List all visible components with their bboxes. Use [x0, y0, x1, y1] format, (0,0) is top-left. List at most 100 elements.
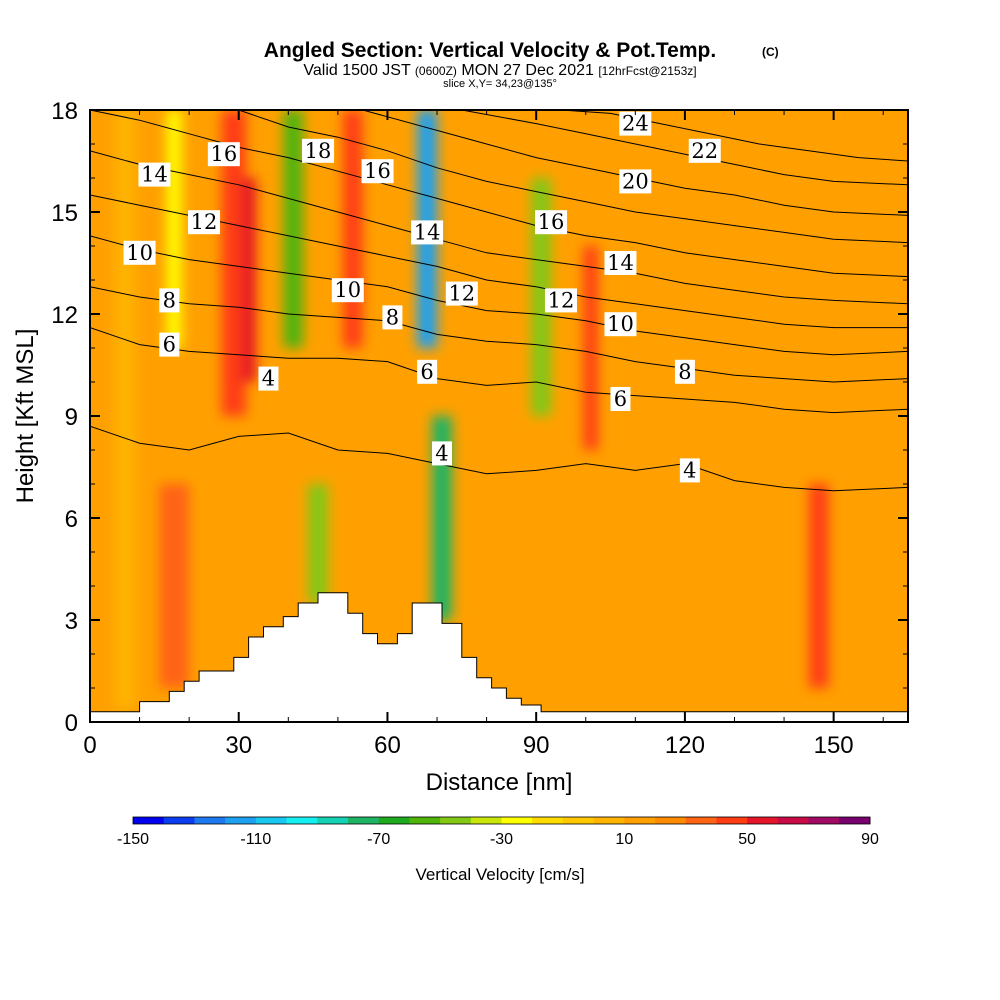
contour-label: 4 [683, 458, 696, 482]
colorbar-swatch [440, 817, 472, 824]
x-tick-label: 60 [374, 732, 401, 759]
colorbar-swatch [593, 817, 625, 824]
theta-contour [90, 286, 908, 383]
colorbar-swatch [685, 817, 717, 824]
colorbar-tick-label: -110 [240, 831, 271, 848]
velocity-band [808, 484, 829, 688]
contour-label-box [207, 142, 240, 167]
colorbar-frame [132, 816, 871, 825]
contour-label: 8 [163, 288, 176, 312]
colorbar-swatch [347, 817, 380, 824]
contour-label: 18 [305, 139, 332, 163]
y-tick-label: 6 [65, 506, 78, 533]
contour-label: 14 [414, 220, 441, 244]
theta-contour [90, 327, 908, 414]
terrain-fill [90, 592, 908, 722]
x-tick-label: 90 [523, 732, 550, 759]
contour-label-box [382, 305, 403, 330]
contour-label-box [674, 359, 695, 384]
colorbar: -150 -110 -70 -30 10 50 90 [117, 816, 879, 848]
colorbar-swatch [133, 817, 165, 824]
contour-label: 4 [262, 367, 275, 391]
contour-label-box [544, 288, 577, 313]
velocity-band [531, 178, 552, 416]
contour-label-box [159, 288, 180, 313]
contour-label: 10 [607, 312, 634, 336]
colorbar-swatch [163, 817, 195, 824]
colorbar-swatch [624, 817, 656, 824]
theta-contour [238, 110, 908, 244]
contour-label-box [619, 169, 652, 194]
velocity-band [583, 246, 599, 450]
subtitle-part: (0600Z) [415, 64, 457, 78]
contour-label-box [258, 366, 279, 391]
contour-label: 10 [126, 241, 153, 265]
contour-label-box [679, 458, 700, 483]
contour-label-box [159, 332, 180, 357]
contour-label: 6 [614, 387, 627, 411]
contour-label-box [445, 281, 478, 306]
x-axis: 0 30 60 90 120 150 [83, 110, 884, 759]
subtitle-part: MON 27 Dec 2021 [457, 62, 598, 79]
velocity-band [342, 110, 363, 348]
colorbar-swatch [378, 817, 410, 824]
colorbar-tick-label: -150 [117, 831, 149, 848]
theta-contour [461, 110, 908, 186]
y-tick-label: 3 [65, 608, 78, 635]
velocity-band [114, 110, 135, 709]
colorbar-tick-label: -30 [490, 831, 513, 848]
contour-label-box [535, 210, 568, 235]
contour-label-box [688, 138, 721, 163]
colorbar-swatch [470, 817, 502, 824]
x-tick-label: 150 [814, 732, 854, 759]
y-tick-label: 15 [51, 200, 78, 227]
contour-label-box [138, 162, 171, 187]
colorbar-tick-label: 10 [615, 831, 633, 848]
y-tick-label: 18 [51, 98, 78, 125]
y-axis: 0 3 6 9 12 15 18 [51, 98, 908, 737]
contour-label: 14 [607, 251, 634, 275]
y-tick-label: 12 [51, 302, 78, 329]
colorbar-swatch [532, 817, 564, 824]
contour-label: 16 [538, 210, 565, 234]
contour-label-box [302, 138, 335, 163]
contour-label: 8 [678, 360, 691, 384]
theta-contour [90, 150, 908, 305]
y-tick-label: 0 [65, 710, 78, 737]
chart-slice-label: slice X,Y= 34,23@135° [443, 78, 557, 90]
contour-label-box [604, 312, 637, 337]
contour-label: 24 [622, 112, 649, 136]
contour-label-box [619, 111, 652, 136]
colorbar-swatch [286, 817, 318, 824]
colorbar-tick-label: 90 [861, 831, 879, 848]
colorbar-swatch [747, 817, 779, 824]
theta-contour [90, 425, 908, 492]
colorbar-swatch [655, 817, 687, 824]
colorbar-label: Vertical Velocity [cm/s] [415, 865, 584, 884]
contour-label-box [123, 240, 156, 265]
x-axis-label: Distance [nm] [426, 769, 573, 796]
colorbar-swatch [225, 817, 257, 824]
colorbar-swatch [255, 817, 288, 824]
plot-background [90, 110, 908, 722]
chart-subtitle: Valid 1500 JST (0600Z) MON 27 Dec 2021 [… [303, 62, 696, 79]
contour-label: 16 [364, 159, 391, 183]
x-tick-label: 0 [83, 732, 96, 759]
velocity-band [308, 484, 328, 603]
theta-contour [90, 235, 908, 356]
contour-label-box [431, 441, 452, 466]
colorbar-swatch [777, 817, 810, 824]
colorbar-swatch [562, 817, 595, 824]
velocity-band [241, 178, 257, 382]
y-axis-label: Height [Kft MSL] [12, 329, 39, 504]
contour-label: 6 [163, 333, 176, 357]
x-tick-label: 30 [225, 732, 252, 759]
chart-title-text: Angled Section: Vertical Velocity & Pot.… [264, 39, 716, 62]
contour-label-box [411, 220, 444, 245]
colorbar-swatch [839, 817, 871, 824]
subtitle-part: Valid 1500 JST [303, 62, 414, 79]
theta-contour [90, 194, 908, 329]
colorbar-swatch [317, 817, 349, 824]
contour-label: 12 [448, 282, 475, 306]
